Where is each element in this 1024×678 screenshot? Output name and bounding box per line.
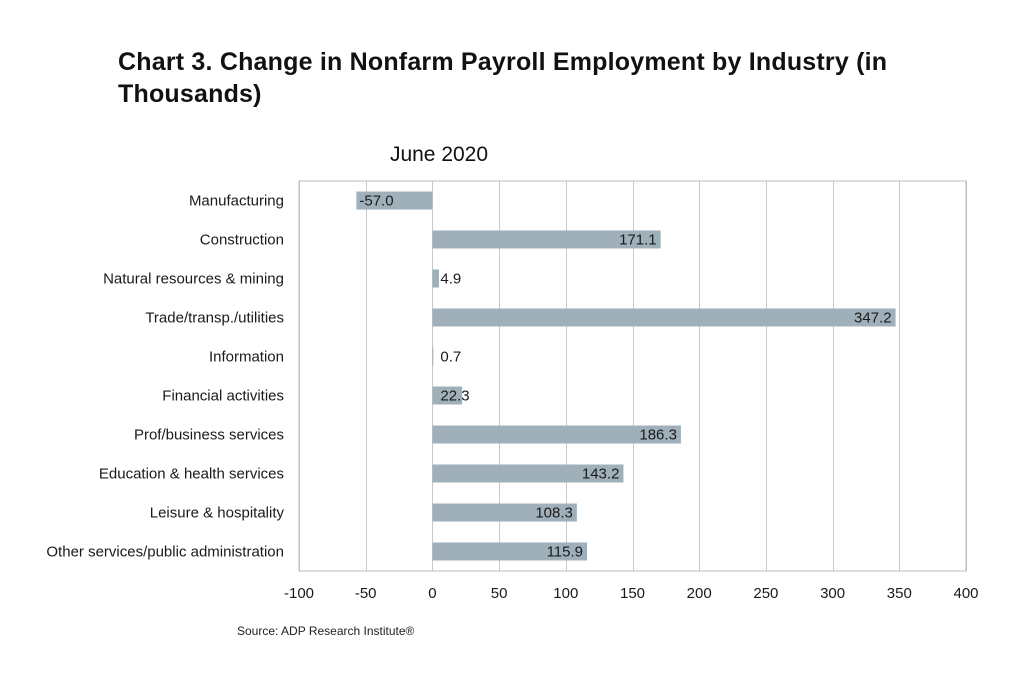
bar-0 xyxy=(356,191,433,210)
x-tick-label-2: 0 xyxy=(428,585,436,602)
x-tick-label-4: 100 xyxy=(553,585,578,602)
data-label-8: 108.3 xyxy=(535,505,573,522)
data-label-9: 115.9 xyxy=(547,544,583,561)
category-labels: Manufacturing Construction Natural resourc… xyxy=(46,193,284,561)
bar-7 xyxy=(432,464,624,483)
chart-source: Source: ADP Research Institute® xyxy=(237,624,415,638)
category-label-2: Natural resources & mining xyxy=(103,271,284,288)
x-tick-label-8: 300 xyxy=(820,585,845,602)
bar-4 xyxy=(432,347,434,366)
category-label-7: Education & health services xyxy=(99,466,284,483)
x-tick-label-1: -50 xyxy=(355,585,377,602)
chart-title: Chart 3. Change in Nonfarm Payroll Emplo… xyxy=(118,48,888,108)
x-tick-label-5: 150 xyxy=(620,585,645,602)
data-label-2: 4.9 xyxy=(440,271,461,288)
bar-2 xyxy=(432,269,439,288)
x-tick-label-9: 350 xyxy=(887,585,912,602)
bar-3 xyxy=(432,308,896,327)
data-labels: -57.0 171.1 4.9 347.2 0.7 22.3 186.3 143.2 108.3… xyxy=(359,193,891,561)
data-label-5: 22.3 xyxy=(440,388,469,405)
bar-5 xyxy=(432,386,463,405)
data-label-0: -57.0 xyxy=(359,193,393,210)
category-label-3: Trade/transp./utilities xyxy=(145,310,284,327)
category-label-5: Financial activities xyxy=(162,388,284,405)
category-label-8: Leisure & hospitality xyxy=(150,505,285,522)
chart-subtitle: June 2020 xyxy=(390,143,488,166)
category-label-0: Manufacturing xyxy=(189,193,284,210)
data-label-4: 0.7 xyxy=(440,349,461,366)
bars xyxy=(356,191,896,561)
x-tick-label-6: 200 xyxy=(687,585,712,602)
x-tick-label-0: -100 xyxy=(284,585,314,602)
bar-6 xyxy=(432,425,681,444)
bar-9 xyxy=(432,542,588,561)
category-label-6: Prof/business services xyxy=(134,427,284,444)
bar-1 xyxy=(432,230,661,249)
x-tick-label-3: 50 xyxy=(491,585,508,602)
data-label-3: 347.2 xyxy=(854,310,892,327)
category-label-1: Construction xyxy=(200,232,284,249)
data-label-7: 143.2 xyxy=(582,466,620,483)
x-tick-label-7: 250 xyxy=(753,585,778,602)
category-label-4: Information xyxy=(209,349,284,366)
x-tick-label-10: 400 xyxy=(953,585,978,602)
x-axis-ticks: -100 -50 0 50 100 150 200 250 300 350 400 xyxy=(284,585,979,602)
data-label-1: 171.1 xyxy=(619,232,657,249)
plot-area-frame xyxy=(298,180,967,572)
data-label-6: 186.3 xyxy=(639,427,677,444)
category-label-9: Other services/public administration xyxy=(46,544,284,561)
bar-8 xyxy=(432,503,577,522)
